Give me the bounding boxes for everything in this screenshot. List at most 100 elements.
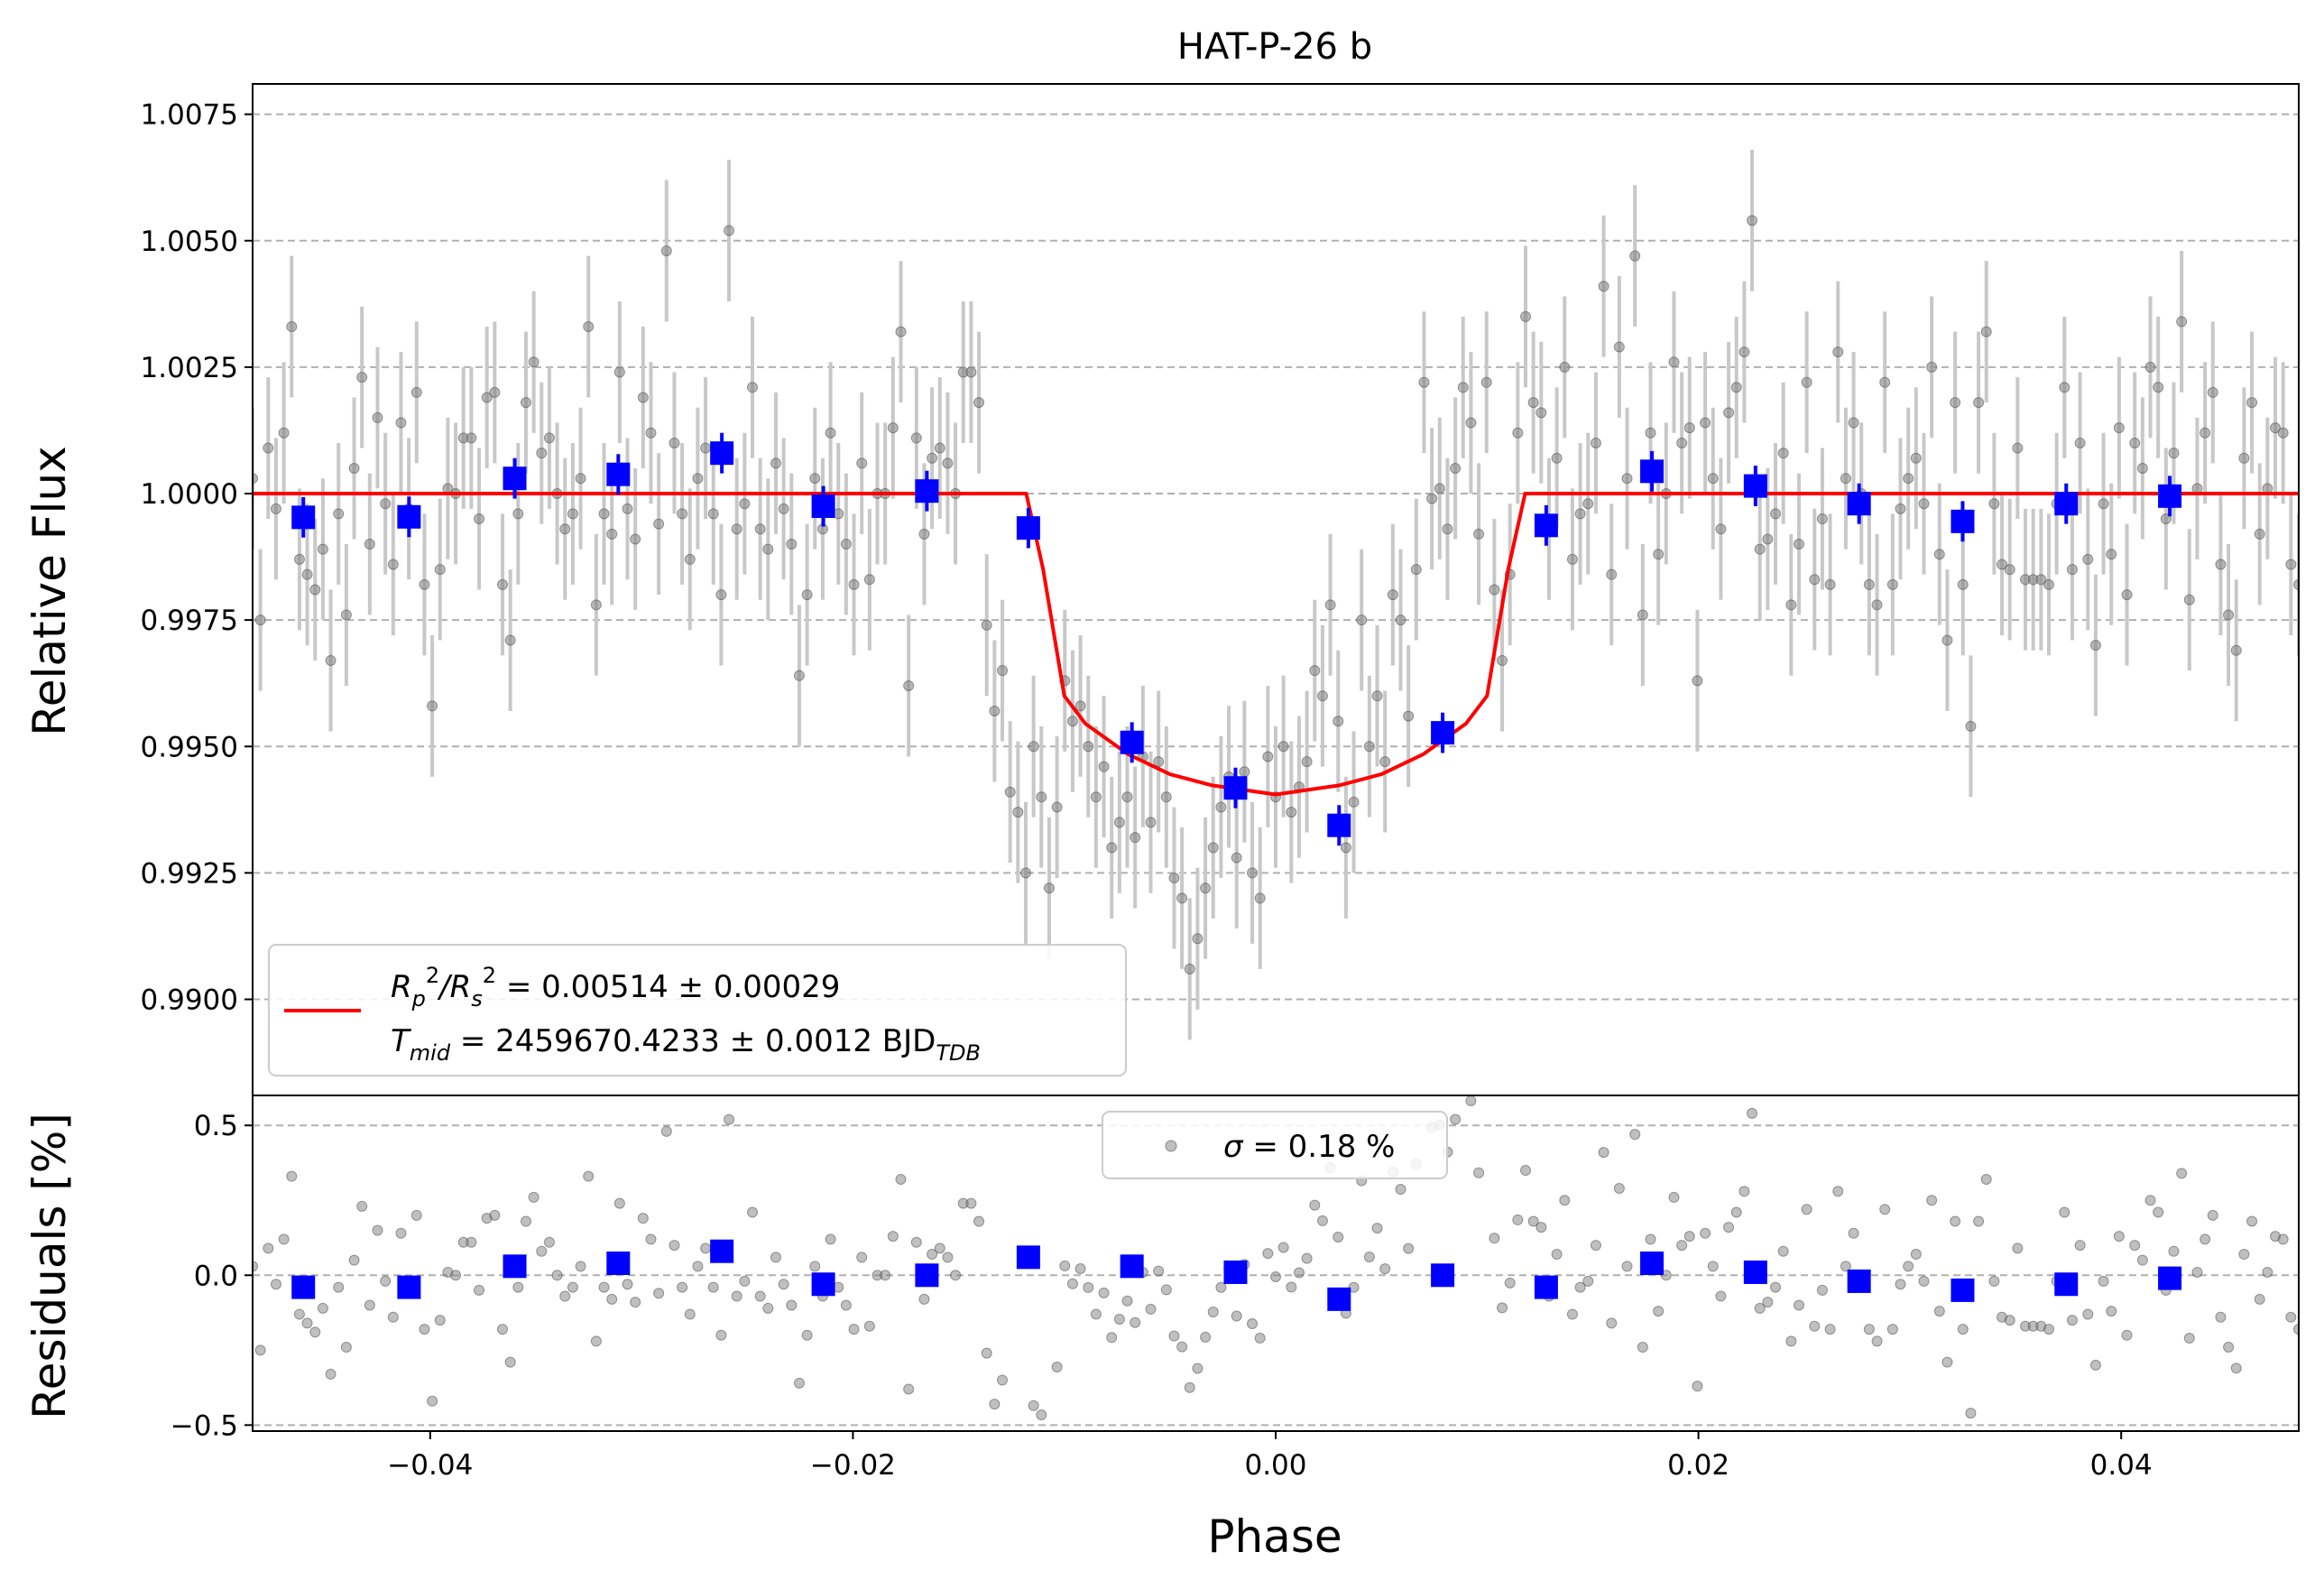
flux-raw-point (598, 508, 610, 520)
residual-point (1160, 1284, 1172, 1296)
flux-raw-point (786, 539, 798, 550)
flux-raw-point (1683, 422, 1695, 434)
flux-raw-point (1777, 448, 1789, 459)
flux-raw-point (918, 528, 930, 540)
flux-raw-point (263, 442, 274, 454)
flux-y-tick-label: 1.0050 (141, 226, 238, 258)
residual-point (1676, 1240, 1688, 1252)
flux-raw-point (1239, 766, 1250, 778)
flux-raw-point (466, 432, 477, 444)
residual-point (1629, 1129, 1641, 1141)
flux-raw-point (1520, 310, 1532, 322)
residual-point (934, 1243, 945, 1254)
residual-point (2004, 1315, 2015, 1326)
flux-raw-point (2183, 594, 2195, 605)
residual-point (645, 1233, 657, 1245)
flux-raw-point (1582, 498, 1594, 510)
flux-raw-point (630, 533, 641, 545)
residual-point (2113, 1231, 2125, 1243)
flux-raw-point (1840, 473, 1851, 485)
residual-binned-point (606, 1252, 631, 1275)
flux-raw-point (512, 508, 524, 520)
residual-point (1215, 1281, 1227, 1293)
residual-point (1918, 1275, 1930, 1287)
flux-raw-point (1629, 250, 1641, 262)
flux-raw-point (254, 614, 266, 626)
flux-raw-point (387, 559, 399, 570)
residual-point (1723, 1222, 1735, 1233)
residual-point (356, 1200, 368, 1212)
residual-binned-point (397, 1275, 421, 1299)
residual-point (2277, 1233, 2289, 1245)
residual-point (333, 1281, 345, 1293)
residual-point (1903, 1261, 1914, 1272)
residual-point (1621, 1261, 1633, 1272)
flux-raw-point (1621, 473, 1633, 485)
flux-y-axis-label: Relative Flux (23, 446, 76, 735)
residual-point (1840, 1261, 1851, 1272)
flux-binned-point (811, 494, 835, 519)
residual-point (474, 1284, 485, 1296)
residual-point (1059, 1260, 1071, 1271)
residual-point (677, 1281, 688, 1293)
residual-point (809, 1261, 821, 1272)
flux-raw-point (1066, 716, 1078, 727)
flux-raw-point (2059, 382, 2070, 393)
flux-raw-point (2121, 589, 2133, 601)
residual-point (778, 1279, 789, 1290)
residual-point (1200, 1331, 1212, 1343)
residual-point (1895, 1279, 1906, 1290)
flux-raw-point (1012, 807, 1024, 818)
residual-point (1465, 1095, 1477, 1106)
flux-binned-point (2158, 484, 2182, 508)
residual-point (1816, 1284, 1828, 1296)
residual-point (567, 1281, 578, 1293)
residual-point (1450, 1113, 1462, 1125)
flux-raw-point (1793, 539, 1804, 550)
residual-point (770, 1252, 781, 1263)
residual-point (1247, 1317, 1259, 1329)
residual-point (372, 1224, 383, 1236)
flux-model-line (253, 492, 2299, 797)
flux-raw-point (1207, 842, 1219, 854)
flux-raw-point (1277, 741, 1289, 753)
flux-raw-point (1715, 523, 1727, 535)
residual-point (1941, 1356, 1953, 1368)
residual-point (2238, 1249, 2250, 1261)
residual-point (1886, 1324, 1898, 1335)
flux-raw-point (1886, 578, 1898, 590)
residual-point (2168, 1245, 2180, 1257)
flux-raw-point (2160, 513, 2172, 525)
residual-binned-point (1223, 1260, 1248, 1284)
flux-raw-point (1168, 872, 1180, 883)
residual-binned-point (1120, 1254, 1144, 1279)
flux-raw-point (2144, 361, 2156, 373)
flux-raw-point (253, 473, 258, 485)
flux-raw-point (965, 366, 977, 378)
flux-raw-point (1700, 417, 1711, 429)
flux-raw-point (1598, 281, 1609, 292)
flux-raw-point (543, 432, 555, 444)
flux-raw-point (1387, 589, 1398, 601)
flux-binned-point (1327, 813, 1351, 837)
flux-y-ticks: 0.9900 0.9925 0.9950 0.9975 1.0000 1.0025 1.00… (141, 99, 253, 1017)
flux-raw-point (364, 539, 375, 550)
residual-binned-point (1847, 1269, 1871, 1293)
flux-raw-point (1754, 543, 1766, 555)
residual-point (520, 1215, 531, 1227)
flux-binned-point (1223, 776, 1248, 800)
flux-raw-point (793, 670, 805, 681)
flux-raw-point (1153, 756, 1165, 768)
residual-point (1036, 1409, 1047, 1420)
residual-point (1348, 1281, 1360, 1293)
residual-point (1801, 1204, 1812, 1215)
residual-binned-points (291, 1239, 2182, 1311)
flux-raw-point (1113, 817, 1125, 828)
residual-point (1730, 1206, 1742, 1218)
flux-raw-point (739, 498, 751, 510)
flux-panel: 0.9900 0.9925 0.9950 0.9975 1.0000 1.0025 1.00… (23, 83, 2300, 1096)
residual-point (965, 1197, 977, 1209)
residual-point (551, 1270, 563, 1281)
residual-point (1707, 1261, 1719, 1272)
flux-raw-point (1770, 508, 1782, 520)
